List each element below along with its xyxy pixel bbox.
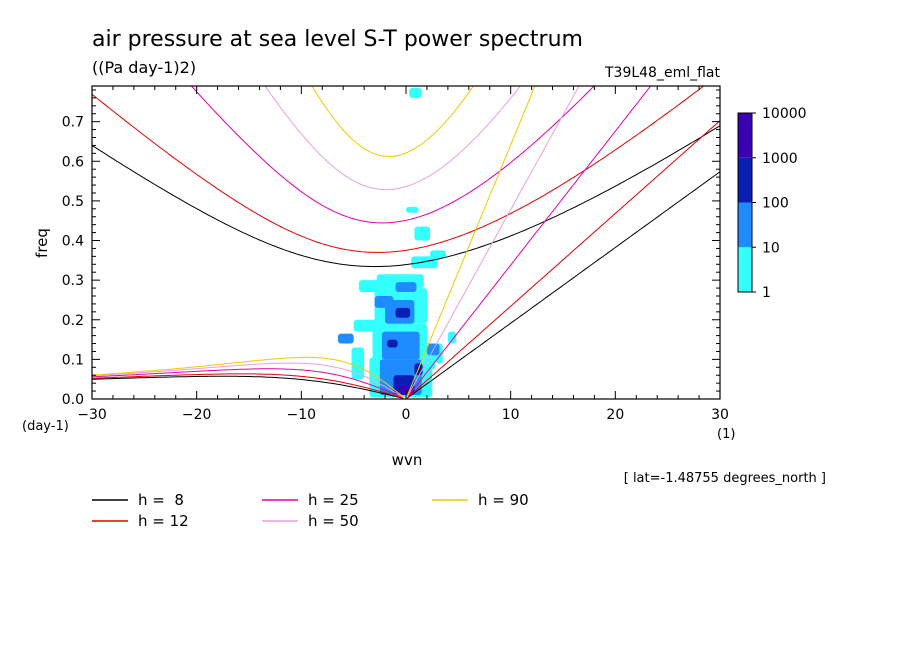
spectrum-patch	[387, 339, 398, 348]
rossby-curve	[92, 362, 404, 398]
spectrum-patch	[374, 295, 394, 308]
y-tick-label: 0.1	[62, 352, 84, 368]
y-axis-label: freq	[33, 228, 51, 258]
kelvin-curve	[405, 86, 652, 399]
kelvin-curve	[405, 120, 720, 399]
rossby-curve	[92, 375, 404, 399]
spectrum-patch	[447, 331, 457, 344]
x-axis-label: wvn	[392, 451, 423, 469]
x-tick-label: −10	[287, 407, 317, 423]
legend-label: h = 8	[138, 491, 184, 509]
y-tick-label: 0.0	[62, 392, 84, 408]
spectrum-patch	[395, 307, 411, 318]
experiment-label: T39L48_eml_flat	[604, 65, 721, 81]
chart-title: air pressure at sea level S-T power spec…	[92, 27, 583, 52]
spectrum-patch	[414, 226, 431, 241]
x-tick-label: 30	[711, 407, 729, 423]
y-tick-label: 0.2	[62, 313, 84, 329]
spectrum-patch	[381, 331, 420, 360]
legend: h = 8 h = 12 h = 25 h = 50 h = 90	[92, 491, 529, 530]
colorbar-label: 1	[762, 285, 771, 301]
colorbar-segment	[738, 247, 752, 292]
colorbar-label: 10000	[762, 106, 807, 122]
axis-ticks: −30 −20 −10 0 10 20 30 0.0 0.1 0.2 0.3 0.4 0.5 0.6 0.7	[62, 86, 729, 423]
kelvin-curve	[405, 86, 580, 399]
legend-label: h = 50	[308, 512, 359, 530]
ig-curve	[311, 86, 475, 157]
spectrum-patch	[411, 256, 438, 269]
spectrum-patch	[409, 87, 422, 98]
y-tick-label: 0.6	[62, 154, 84, 170]
x-tick-label: −20	[182, 407, 212, 423]
spectrum-patch	[399, 385, 410, 394]
spectrum-patch	[337, 333, 354, 344]
spectrum-patch	[351, 347, 365, 380]
spectrum-patch	[406, 206, 419, 213]
rossby-curve	[92, 356, 404, 398]
ig-curve	[92, 86, 705, 253]
y-tick-label: 0.5	[62, 194, 84, 210]
x-tick-label: 20	[606, 407, 624, 423]
ig-curve	[92, 125, 720, 268]
y-unit-label: (day-1)	[22, 419, 69, 434]
spectrum-patch	[430, 250, 446, 259]
spectrum-patch	[395, 282, 417, 293]
x-tick-label: 0	[402, 407, 411, 423]
x-unit-label: (1)	[717, 427, 735, 442]
legend-label: h = 90	[478, 491, 529, 509]
spectrum-heatmap	[337, 87, 457, 398]
y-tick-label: 0.4	[62, 234, 84, 250]
x-tick-label: −30	[77, 407, 107, 423]
colorbar-label: 10	[762, 240, 780, 256]
colorbar-segment	[738, 157, 752, 203]
ig-curve	[264, 86, 522, 191]
kelvin-curve	[405, 86, 536, 399]
colorbar-segment	[738, 113, 752, 158]
colorbar-label: 1000	[762, 151, 798, 167]
rossby-curve	[92, 368, 404, 399]
colorbar-label: 100	[762, 196, 789, 212]
x-tick-label: 10	[502, 407, 520, 423]
colorbar: 1 10 100 1000 10000	[737, 106, 807, 301]
rossby-curve	[92, 373, 404, 399]
legend-label: h = 25	[308, 491, 359, 509]
y-tick-label: 0.7	[62, 115, 84, 131]
dispersion-curves	[92, 86, 720, 399]
y-tick-label: 0.3	[62, 273, 84, 289]
colorbar-segment	[738, 202, 752, 248]
kelvin-curve	[405, 171, 720, 399]
legend-label: h = 12	[138, 512, 189, 530]
units-label: ((Pa day-1)2)	[92, 58, 196, 77]
lat-annotation: [ lat=-1.48755 degrees_north ]	[624, 471, 826, 486]
